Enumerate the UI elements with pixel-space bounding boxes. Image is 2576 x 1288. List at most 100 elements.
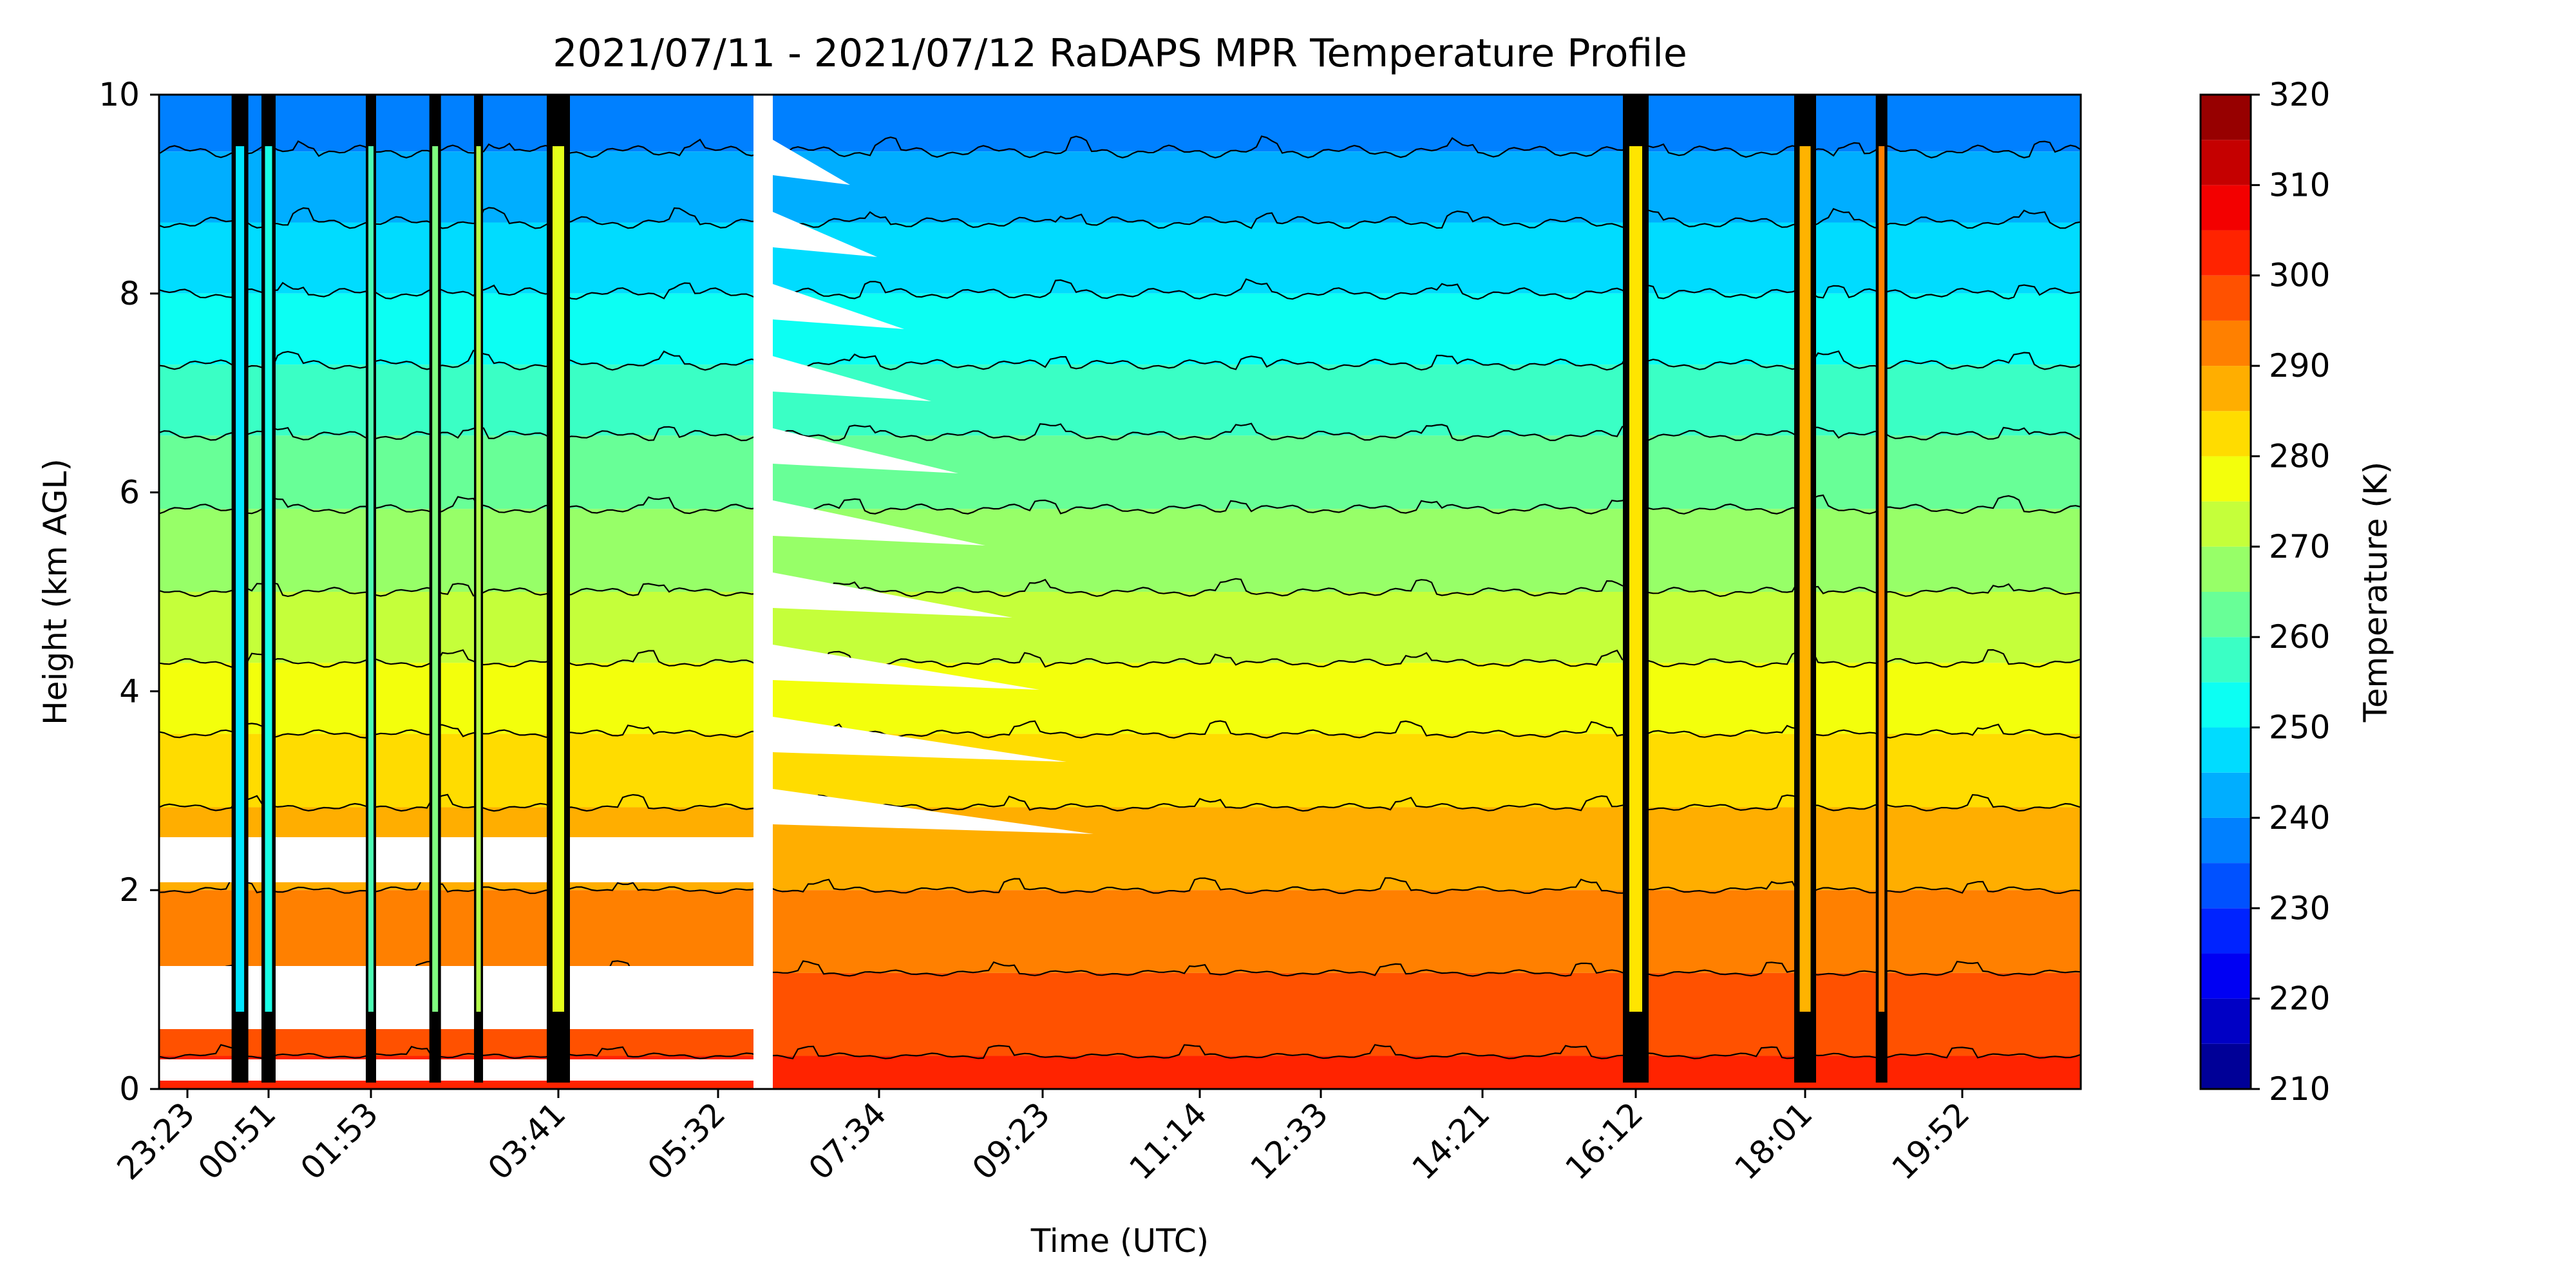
x-tick-label: 18:01: [1728, 1095, 1820, 1187]
colorbar-tick-label: 210: [2269, 1070, 2330, 1108]
data-gap-wedge: [773, 573, 1012, 618]
colorbar-tick-label: 250: [2269, 709, 2330, 746]
data-gap-wedge: [773, 356, 931, 401]
colorbar-segment: [2201, 682, 2251, 728]
x-tick-label: 11:14: [1122, 1095, 1215, 1187]
plot-frame: [158, 93, 2082, 1090]
colorbar-bands: [2201, 95, 2251, 1089]
data-gap-wedge: [773, 212, 877, 257]
y-axis: 0 2 4 6 8 10: [99, 76, 159, 1108]
data-gap-column: [753, 95, 773, 1089]
spike-fill: [432, 146, 439, 1012]
colorbar-tick-label: 260: [2269, 618, 2330, 656]
colorbar-tick-label: 310: [2269, 166, 2330, 204]
colorbar-tick-label: 270: [2269, 528, 2330, 565]
temp-band: [159, 890, 2081, 973]
x-tick-label: 07:34: [802, 1095, 894, 1187]
temp-band: [159, 365, 2081, 436]
colorbar-segment: [2201, 637, 2251, 683]
spike-fill: [1799, 146, 1811, 1012]
colorbar-segment: [2201, 908, 2251, 954]
y-axis-label: Height (km AGL): [37, 459, 74, 725]
x-tick-label: 12:33: [1244, 1095, 1336, 1187]
spike-fill: [236, 146, 245, 1012]
colorbar-segment: [2201, 230, 2251, 276]
temp-band: [159, 509, 2081, 592]
colorbar-tick-label: 290: [2269, 347, 2330, 384]
colorbar-segment: [2201, 501, 2251, 547]
chart-title: 2021/07/11 - 2021/07/12 RaDAPS MPR Tempe…: [553, 31, 1687, 76]
colorbar-frame: [2199, 93, 2252, 1090]
colorbar-tick-label: 230: [2269, 889, 2330, 927]
data-gap-wedge: [773, 717, 1066, 762]
data-gap-layer: [159, 966, 753, 1029]
colorbar-segment: [2201, 772, 2251, 818]
y-tick-label: 10: [99, 76, 140, 113]
temp-band: [159, 151, 2081, 223]
y-tick-label: 0: [119, 1070, 140, 1108]
spike-fill: [265, 146, 272, 1012]
colorbar-label: Temperature (K): [2357, 462, 2394, 723]
spike-column: [474, 95, 484, 1083]
data-gap-wedge: [773, 140, 850, 185]
x-tick-label: 01:53: [294, 1095, 386, 1187]
y-tick-label: 6: [119, 474, 140, 511]
colorbar-segment: [2201, 592, 2251, 638]
x-tick-label: 05:32: [641, 1095, 733, 1187]
data-gap-wedge: [773, 284, 904, 329]
colorbar-segment: [2201, 1043, 2251, 1089]
temp-band: [159, 592, 2081, 663]
colorbar-tick-label: 240: [2269, 799, 2330, 837]
spike-fill: [368, 146, 374, 1012]
spike-fill: [553, 146, 564, 1012]
x-axis-label: Time (UTC): [1030, 1222, 1209, 1260]
spike-column: [547, 95, 570, 1083]
colorbar-segment: [2201, 998, 2251, 1044]
anomaly-spikes: [231, 95, 1888, 1083]
spike-column: [429, 95, 441, 1083]
data-gap-wedge: [773, 428, 958, 473]
x-tick-label: 23:23: [110, 1095, 202, 1187]
colorbar-segment: [2201, 546, 2251, 592]
data-gap-wedge: [773, 645, 1039, 690]
x-tick-label: 16:12: [1558, 1095, 1651, 1187]
y-tick-label: 4: [119, 672, 140, 710]
x-tick-label: 09:23: [965, 1095, 1057, 1187]
temp-band: [159, 663, 2081, 734]
data-gap-layer: [159, 837, 753, 882]
colorbar-segment: [2201, 727, 2251, 773]
colorbar: 210 220 230 240 250 260 270 280 290 300 310 320 Tem…: [2199, 76, 2394, 1108]
temp-band: [159, 435, 2081, 509]
x-tick-label: 14:21: [1405, 1095, 1497, 1187]
colorbar-segment: [2201, 185, 2251, 231]
x-tick-label: 19:52: [1885, 1095, 1977, 1187]
spike-column: [231, 95, 249, 1083]
colorbar-segment: [2201, 95, 2251, 140]
spike-column: [1623, 95, 1649, 1083]
spike-column: [1794, 95, 1816, 1083]
colorbar-segment: [2201, 411, 2251, 457]
colorbar-tick-label: 220: [2269, 980, 2330, 1018]
x-tick-label: 03:41: [481, 1095, 573, 1187]
spike-fill: [1629, 146, 1642, 1012]
y-tick-label: 2: [119, 871, 140, 909]
plot-area: [159, 95, 2081, 1089]
colorbar-segment: [2201, 817, 2251, 864]
spike-column: [1875, 95, 1888, 1083]
colorbar-segment: [2201, 456, 2251, 502]
data-gaps: [159, 95, 1094, 1089]
colorbar-tick-label: 280: [2269, 437, 2330, 475]
spike-column: [366, 95, 376, 1083]
colorbar-segment: [2201, 320, 2251, 366]
colorbar-tick-label: 320: [2269, 76, 2330, 113]
spike-fill: [476, 146, 481, 1012]
colorbar-segment: [2201, 275, 2251, 321]
colorbar-segment: [2201, 863, 2251, 909]
temp-band: [159, 222, 2081, 294]
data-gap-wedge: [773, 789, 1094, 834]
x-tick-label: 00:51: [191, 1095, 283, 1187]
data-gap-wedge: [773, 500, 985, 545]
temp-band: [159, 95, 2081, 152]
